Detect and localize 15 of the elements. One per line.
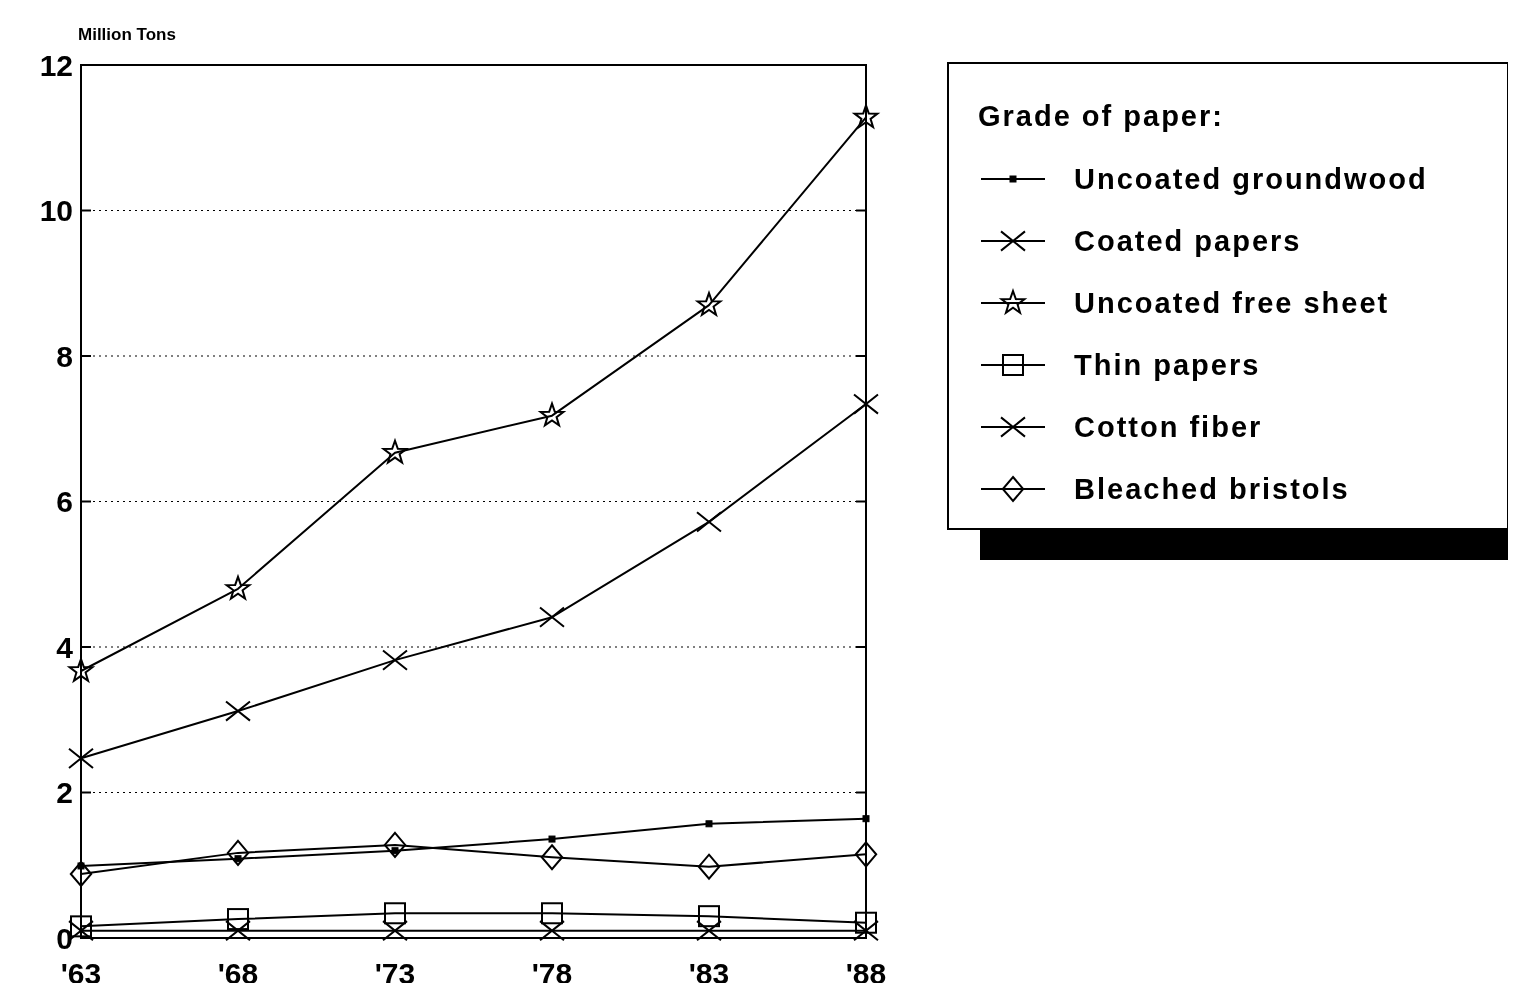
y-tick-label: 2	[56, 776, 73, 809]
legend-label: Thin papers	[1074, 349, 1261, 382]
legend-label: Bleached bristols	[1074, 473, 1350, 506]
y-tick-label: 6	[56, 485, 73, 518]
y-tick-label: 0	[56, 921, 73, 955]
legend-label: Coated papers	[1074, 225, 1302, 258]
legend-title: Grade of paper:	[978, 100, 1224, 132]
y-tick-label: 8	[56, 339, 73, 373]
y-tick-label: 10	[39, 194, 73, 227]
y-axis-title: Million Tons	[78, 25, 176, 44]
y-tick-label: 4	[56, 630, 74, 664]
legend-label: Cotton fiber	[1074, 411, 1263, 444]
y-tick-label: 12	[39, 48, 73, 82]
legend-label: Uncoated groundwood	[1074, 163, 1428, 196]
legend-label: Uncoated free sheet	[1074, 287, 1390, 320]
